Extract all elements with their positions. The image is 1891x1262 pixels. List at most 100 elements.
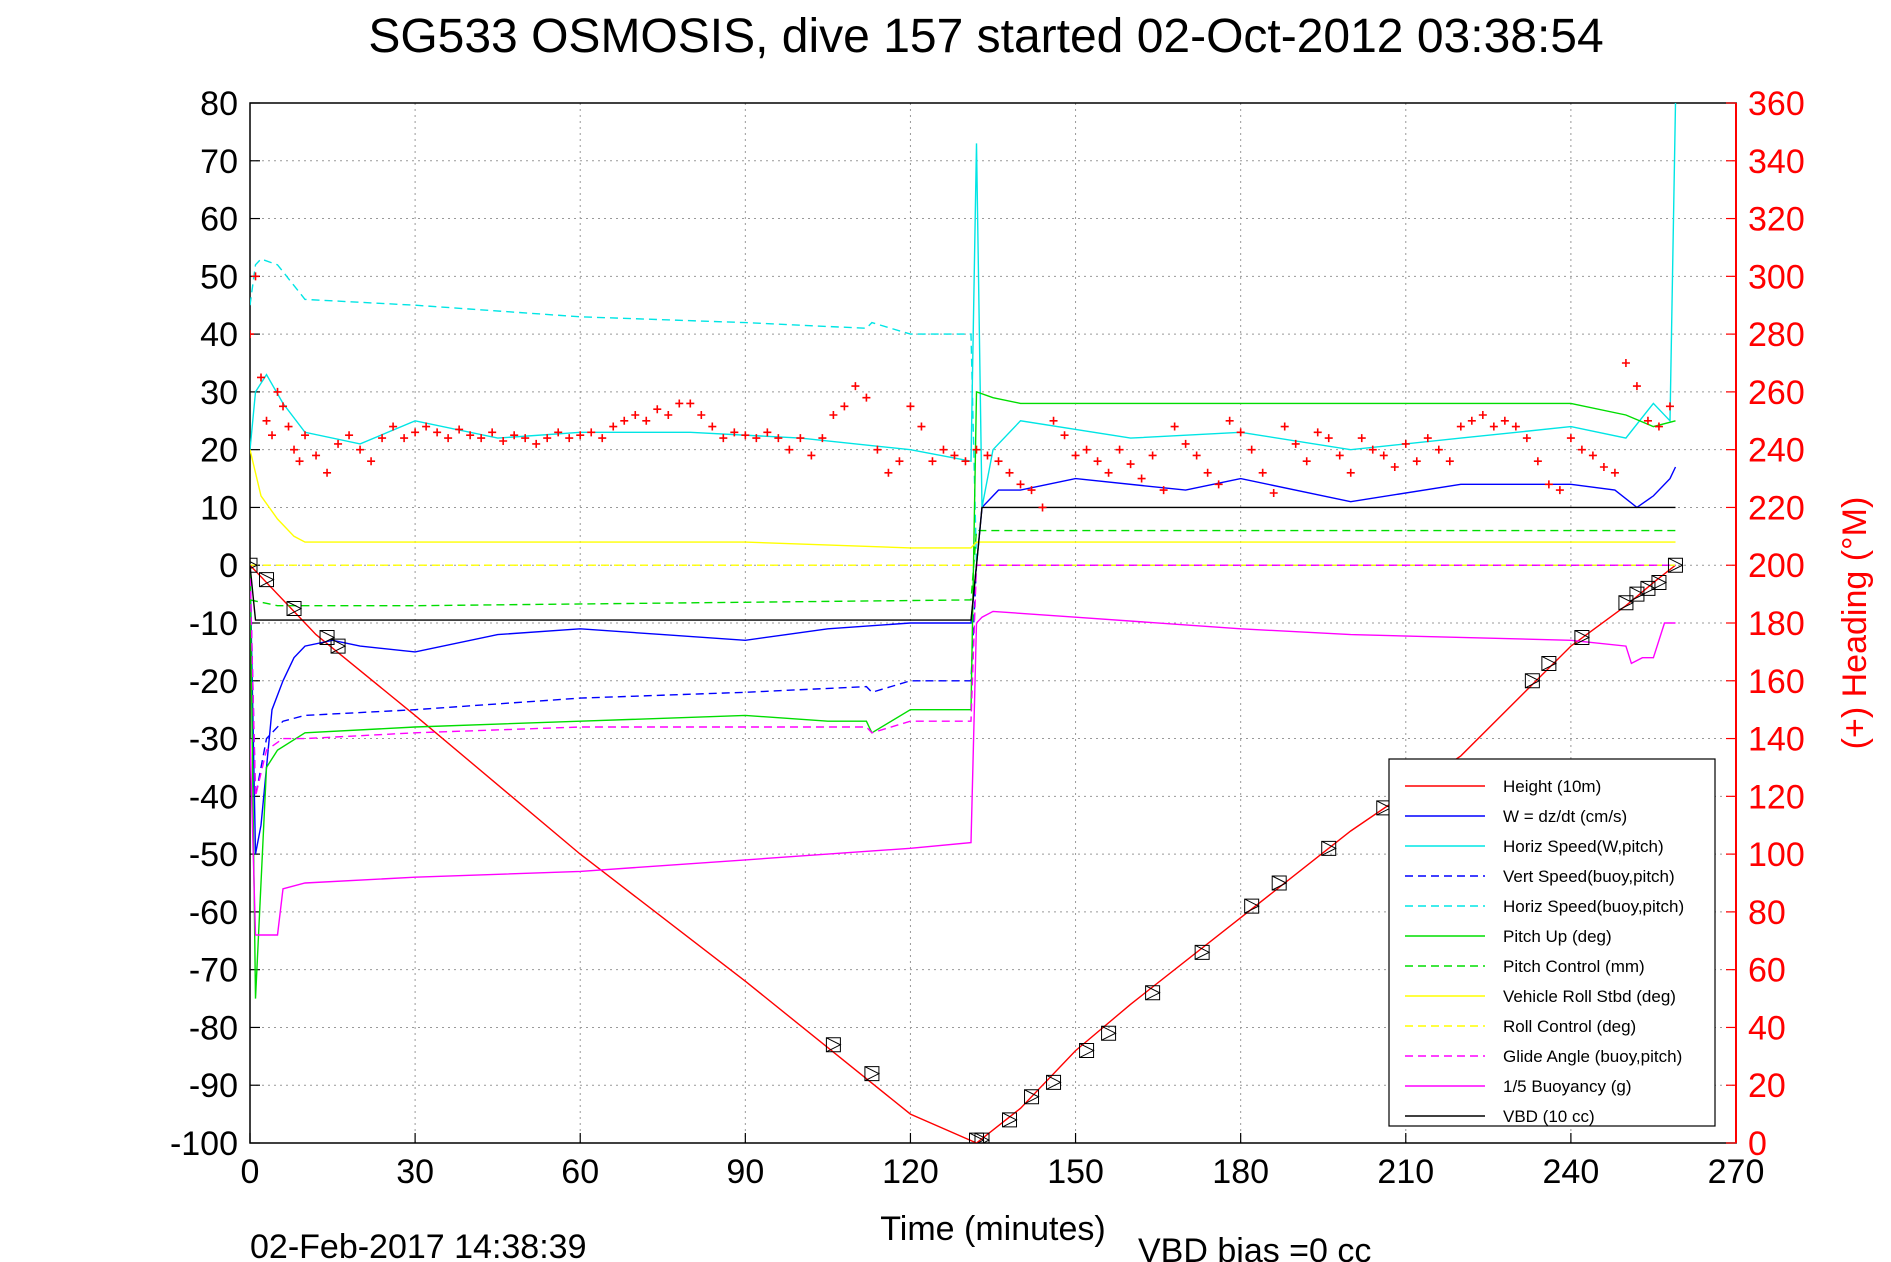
- heading-point: [1005, 468, 1014, 477]
- x-tick-label: 270: [1708, 1153, 1765, 1191]
- heading-point: [1313, 428, 1322, 437]
- heading-point: [895, 457, 904, 466]
- heading-point: [796, 434, 805, 443]
- heading-point: [1104, 468, 1113, 477]
- height-marker: [1194, 944, 1211, 960]
- right-tick-label: 20: [1748, 1067, 1786, 1105]
- y-tick-label: -90: [189, 1067, 238, 1105]
- legend-label-7: Vehicle Roll Stbd (deg): [1503, 987, 1676, 1006]
- heading-point: [1577, 445, 1586, 454]
- heading-point: [1335, 451, 1344, 460]
- x-axis-label: Time (minutes): [880, 1210, 1105, 1248]
- x-tick-label: 30: [396, 1153, 434, 1191]
- y-tick-label: -40: [189, 778, 238, 816]
- heading-point: [1192, 451, 1201, 460]
- height-marker: [1002, 1112, 1018, 1128]
- y-tick-label: 20: [200, 432, 238, 470]
- heading-point: [334, 439, 343, 448]
- height-marker: [259, 572, 275, 588]
- heading-point: [543, 434, 552, 443]
- heading-point: [653, 405, 662, 414]
- height-marker: [1321, 840, 1337, 856]
- heading-point: [1137, 474, 1146, 483]
- height-marker: [1667, 557, 1684, 573]
- right-axis-ticks: 3603403203002802602402202001801601401201…: [1726, 85, 1805, 1163]
- x-tick-label: 60: [561, 1153, 599, 1191]
- y-tick-label: 10: [200, 489, 238, 527]
- right-tick-label: 0: [1748, 1125, 1767, 1163]
- legend-label-1: W = dz/dt (cm/s): [1503, 807, 1627, 826]
- heading-point: [1291, 439, 1300, 448]
- heading-point: [675, 399, 684, 408]
- legend-label-10: 1/5 Buoyancy (g): [1503, 1077, 1632, 1096]
- y-tick-label: -60: [189, 894, 238, 932]
- heading-point: [708, 422, 717, 431]
- right-axis-label: (+) Heading (°M): [1836, 497, 1874, 750]
- series-line-5: [250, 390, 1676, 999]
- heading-point: [1049, 416, 1058, 425]
- heading-points: [250, 272, 1674, 512]
- height-marker: [1244, 898, 1260, 914]
- heading-point: [1302, 457, 1311, 466]
- series-line-11: [250, 506, 1676, 621]
- heading-point: [262, 416, 271, 425]
- heading-point: [730, 428, 739, 437]
- heading-point: [378, 434, 387, 443]
- y-tick-label: -80: [189, 1009, 238, 1047]
- heading-point: [279, 402, 288, 411]
- legend-label-2: Horiz Speed(W,pitch): [1503, 837, 1664, 856]
- heading-point: [741, 431, 750, 440]
- height-marker: [825, 1037, 842, 1053]
- height-marker: [1629, 586, 1646, 602]
- heading-point: [565, 434, 574, 443]
- y-tick-label: -70: [189, 952, 238, 990]
- heading-point: [1412, 457, 1421, 466]
- height-marker: [864, 1066, 881, 1082]
- heading-point: [521, 434, 530, 443]
- heading-point: [1665, 402, 1674, 411]
- heading-point: [1071, 451, 1080, 460]
- heading-point: [587, 428, 596, 437]
- heading-point: [1654, 422, 1663, 431]
- legend-label-9: Glide Angle (buoy,pitch): [1503, 1047, 1682, 1066]
- heading-point: [1038, 503, 1047, 512]
- height-marker: [1046, 1074, 1062, 1090]
- footer-timestamp: 02-Feb-2017 14:38:39: [250, 1228, 586, 1262]
- heading-point: [851, 382, 860, 391]
- right-tick-label: 360: [1748, 85, 1805, 123]
- height-marker: [1079, 1043, 1095, 1059]
- heading-point: [323, 468, 332, 477]
- heading-point: [422, 422, 431, 431]
- heading-point: [1390, 463, 1399, 471]
- heading-point: [1368, 445, 1377, 454]
- x-tick-label: 150: [1047, 1153, 1104, 1191]
- heading-point: [906, 402, 915, 411]
- heading-point: [1632, 382, 1641, 391]
- heading-point: [1269, 489, 1278, 497]
- heading-point: [488, 428, 497, 437]
- y-tick-label: -30: [189, 721, 238, 759]
- heading-point: [1599, 463, 1608, 471]
- heading-point: [961, 457, 970, 466]
- heading-point: [939, 445, 948, 454]
- heading-point: [290, 445, 299, 454]
- right-tick-label: 100: [1748, 836, 1805, 874]
- heading-point: [1181, 439, 1190, 448]
- heading-point: [268, 431, 277, 440]
- heading-point: [389, 422, 398, 431]
- heading-point: [411, 428, 420, 437]
- right-tick-label: 120: [1748, 778, 1805, 816]
- heading-point: [1225, 416, 1234, 425]
- heading-point: [554, 428, 563, 437]
- heading-point: [1027, 486, 1036, 495]
- heading-point: [1544, 480, 1553, 489]
- right-tick-label: 280: [1748, 316, 1805, 354]
- heading-point: [1643, 416, 1652, 425]
- right-tick-label: 260: [1748, 374, 1805, 412]
- heading-point: [1588, 451, 1597, 460]
- heading-point: [1247, 445, 1256, 454]
- heading-point: [609, 422, 618, 431]
- right-tick-label: 160: [1748, 663, 1805, 701]
- y-tick-label: 0: [219, 547, 238, 585]
- height-marker: [1024, 1089, 1040, 1105]
